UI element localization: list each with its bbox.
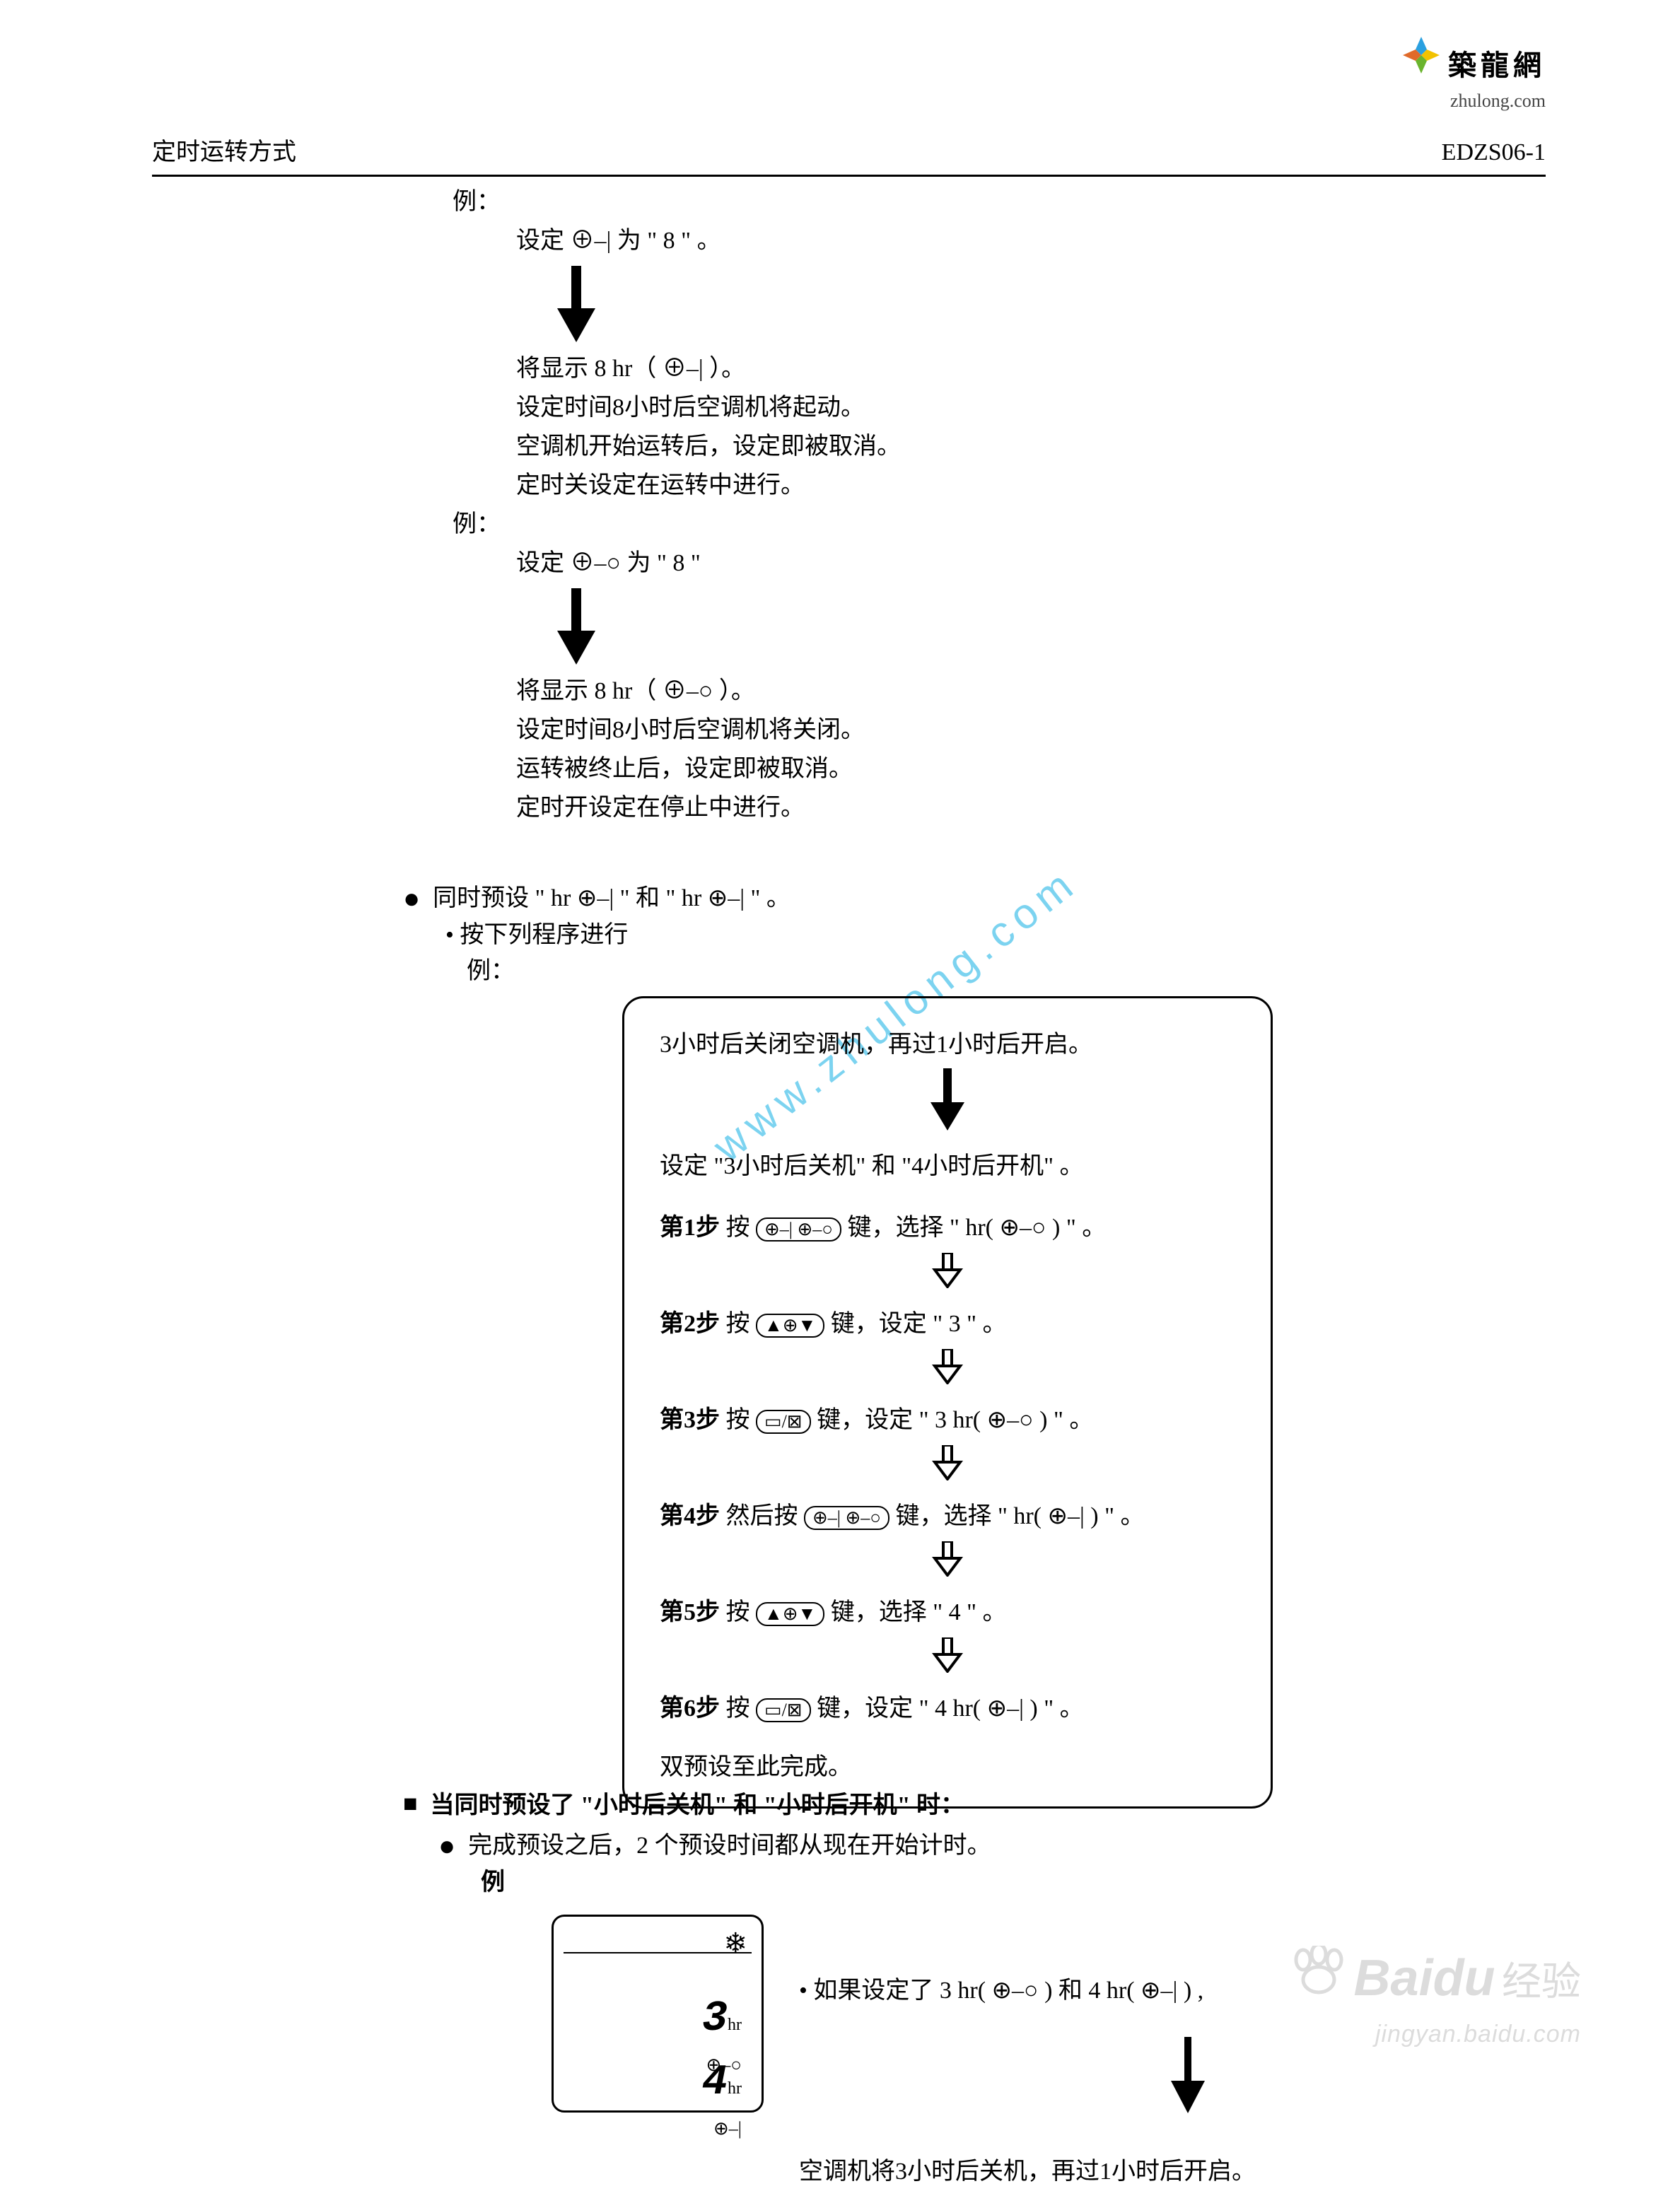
down-arrow-icon [552,588,601,666]
bullet-icon: ● [438,1828,455,1864]
step-5: 第5步 按 ▲⊕▼ 键，选择 " 4 " 。 [660,1594,1235,1630]
timer-mode-key-icon: ⊕–| ⊕–○ [756,1217,841,1242]
down-arrow-icon [552,266,601,344]
step-6: 第6步 按 ▭/⊠ 键，设定 " 4 hr( ⊕–| ) " 。 [660,1690,1235,1727]
lcd-hr-1: hr [728,2016,742,2034]
snowflake-icon: ❄ [723,1922,747,1965]
example-2-title: 例： [453,506,1541,542]
box-intro: 3小时后关闭空调机，再过1小时后开启。 [660,1027,1235,1063]
step-5-tail: 键，选择 " 4 " 。 [831,1599,1007,1625]
step-1-tail: 键，选择 " hr( ⊕–○ ) " 。 [847,1215,1106,1241]
step-1-label: 第1步 [660,1215,720,1241]
section2-sub: 完成预设之后，2 个预设时间都从现在开始计时。 [468,1828,991,1864]
open-arrow-icon [660,1445,1235,1491]
page-header: 定时运转方式 EDZS06-1 [152,134,1546,177]
open-arrow-icon [660,1541,1235,1587]
step-3: 第3步 按 ▭/⊠ 键，设定 " 3 hr( ⊕–○ ) " 。 [660,1402,1235,1438]
step-4-label: 第4步 [660,1503,720,1529]
example-2-r2: 设定时间8小时后空调机将关闭。 [516,712,1541,748]
preset-sub: • 按下列程序进行 [445,917,1605,953]
procedure-box: 3小时后关闭空调机，再过1小时后开启。 设定 "3小时后关机" 和 "4小时后开… [622,996,1273,1809]
baidu-watermark: Baidu 经验 jingyan.baidu.com [1290,1940,1581,2052]
step-2-label: 第2步 [660,1311,720,1337]
step-2-tail: 键，设定 " 3 " 。 [831,1311,1007,1337]
step-3-label: 第3步 [660,1407,720,1433]
right-result: 空调机将3小时后关机，再过1小时后开启。 [799,2154,1577,2190]
example-1-r4: 定时关设定在运转中进行。 [516,467,1541,503]
step-5-body: 按 [726,1599,757,1625]
example-2-r4: 定时开设定在停止中进行。 [516,790,1541,826]
timer-mode-key-icon: ⊕–| ⊕–○ [804,1506,889,1530]
step-4-body: 然后按 [726,1503,805,1529]
bullet-icon: ● [403,880,420,917]
cancel-key-icon: ▭/⊠ [756,1698,811,1722]
open-arrow-icon [660,1349,1235,1395]
logo-icon [1401,49,1448,81]
header-code: EDZS06-1 [1442,134,1546,170]
example-1-setline: 设定 ⊕–| 为 " 8 " 。 [516,223,1541,259]
down-arrow-icon [1167,2037,1209,2115]
open-arrow-icon [660,1253,1235,1299]
step-3-body: 按 [726,1407,757,1433]
step-2-body: 按 [726,1311,757,1337]
square-bullet-icon: ■ [403,1787,418,1821]
box-setline: 设定 "3小时后关机" 和 "4小时后开机" 。 [660,1148,1235,1184]
section2-heading: 当同时预设了 "小时后关机" 和 "小时后开机" 时： [431,1787,965,1823]
paw-icon [1290,1974,1353,2001]
step-1-body: 按 [726,1215,757,1241]
main-content: 例： 设定 ⊕–| 为 " 8 " 。 将显示 8 hr（ ⊕–| ）。 设定时… [453,184,1541,829]
preset-section: ● 同时预设 " hr ⊕–| " 和 " hr ⊕–| " 。 • 按下列程序… [403,880,1605,1809]
step-4: 第4步 然后按 ⊕–| ⊕–○ 键，选择 " hr( ⊕–| ) " 。 [660,1498,1235,1534]
lcd-hr-2: hr [728,2079,742,2098]
baidu-text: Baidu [1354,1950,1495,2007]
example-2-r3: 运转被终止后，设定即被取消。 [516,751,1541,787]
baidu-sub: jingyan.baidu.com [1290,2016,1581,2052]
header-title: 定时运转方式 [152,134,296,170]
updown-key-icon: ▲⊕▼ [756,1314,824,1338]
example-2-r1: 将显示 8 hr（ ⊕–○ ）。 [516,673,1541,709]
lcd-value-1: 3 [702,1995,728,2043]
section2-ex-label: 例 [481,1864,1605,1900]
down-arrow-icon [926,1068,969,1132]
step-3-tail: 键，设定 " 3 hr( ⊕–○ ) " 。 [817,1407,1093,1433]
step-6-body: 按 [726,1695,757,1722]
preset-ex-label: 例： [467,953,1605,989]
logo-subtext: zhulong.com [1401,87,1546,115]
lcd-display: ❄ 3hr ⊕–○ 4hr ⊕–| [552,1915,764,2113]
open-arrow-icon [660,1637,1235,1683]
lcd-sym-2: ⊕–| [702,2115,742,2142]
updown-key-icon: ▲⊕▼ [756,1602,824,1626]
brand-logo: 築龍網 zhulong.com [1401,35,1546,115]
step-1: 第1步 按 ⊕–| ⊕–○ 键，选择 " hr( ⊕–○ ) " 。 [660,1210,1235,1246]
step-6-label: 第6步 [660,1695,720,1722]
cancel-key-icon: ▭/⊠ [756,1410,811,1434]
example-2-setline: 设定 ⊕–○ 为 " 8 " [516,545,1541,581]
example-1-title: 例： [453,184,1541,220]
preset-heading: 同时预设 " hr ⊕–| " 和 " hr ⊕–| " 。 [433,880,791,916]
example-1-r3: 空调机开始运转后，设定即被取消。 [516,428,1541,465]
step-6-tail: 键，设定 " 4 hr( ⊕–| ) " 。 [817,1695,1084,1722]
logo-text: 築龍網 [1448,49,1546,81]
baidu-cn: 经验 [1502,1959,1581,2004]
box-done: 双预设至此完成。 [660,1749,1235,1785]
example-1-r2: 设定时间8小时后空调机将起动。 [516,390,1541,426]
step-5-label: 第5步 [660,1599,720,1625]
step-2: 第2步 按 ▲⊕▼ 键，设定 " 3 " 。 [660,1306,1235,1342]
example-1-r1: 将显示 8 hr（ ⊕–| ）。 [516,351,1541,387]
lcd-value-2: 4 [702,2059,728,2107]
step-4-tail: 键，选择 " hr( ⊕–| ) " 。 [895,1503,1144,1529]
